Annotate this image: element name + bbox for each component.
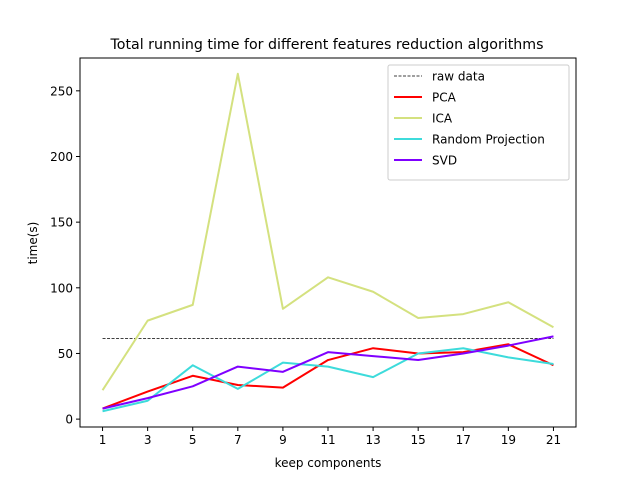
x-tick-label: 19: [501, 433, 516, 447]
legend-label-pca: PCA: [432, 91, 457, 105]
x-tick-label: 21: [546, 433, 561, 447]
series-line-pca: [102, 343, 554, 410]
x-axis: 1 3 5 7 9 11 13 15 17 19 21: [99, 427, 561, 447]
y-tick-label: 0: [65, 413, 73, 427]
legend: raw data PCA ICA Random Projection SVD: [387, 64, 570, 181]
legend-label-svd: SVD: [432, 154, 457, 168]
series-line-random-projection: [102, 347, 554, 413]
legend-label-raw-data: raw data: [432, 70, 485, 84]
x-tick-label: 7: [234, 433, 242, 447]
y-axis: 0 50 100 150 200 250: [50, 84, 80, 427]
y-tick-label: 150: [50, 216, 73, 230]
x-tick-label: 9: [279, 433, 287, 447]
series-line-ica: [101, 72, 554, 391]
x-tick-label: 15: [411, 433, 426, 447]
y-tick-label: 200: [50, 150, 73, 164]
legend-box: [387, 64, 570, 181]
x-tick-label: 17: [456, 433, 471, 447]
series-line-svd: [102, 335, 554, 410]
x-tick-label: 11: [320, 433, 335, 447]
y-tick-label: 100: [50, 281, 73, 295]
chart-title: Total running time for different feature…: [110, 37, 544, 53]
x-tick-label: 3: [144, 433, 152, 447]
x-tick-label: 1: [99, 433, 107, 447]
y-tick-label: 50: [58, 347, 73, 361]
legend-label-random-projection: Random Projection: [432, 133, 545, 147]
y-tick-label: 250: [50, 84, 73, 98]
plot-lines: [101, 72, 554, 413]
x-tick-label: 13: [365, 433, 380, 447]
y-axis-label: time(s): [26, 222, 40, 265]
x-tick-label: 5: [189, 433, 197, 447]
legend-label-ica: ICA: [432, 112, 453, 126]
x-axis-label: keep components: [275, 456, 382, 470]
